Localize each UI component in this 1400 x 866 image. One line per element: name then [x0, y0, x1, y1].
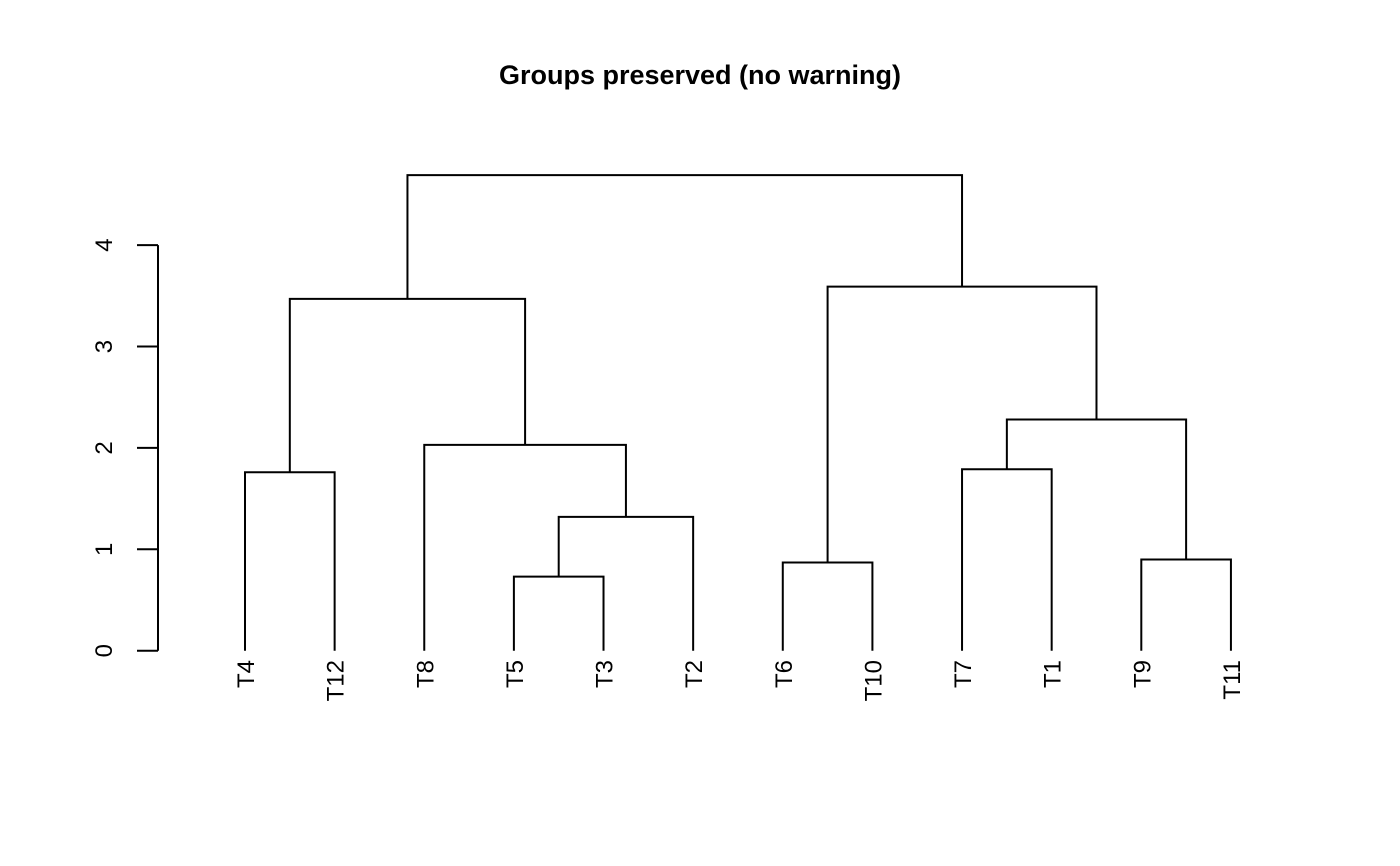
dendrogram-tree	[244, 174, 1232, 651]
y-tick-label: 0	[91, 644, 118, 657]
leaf-label: T10	[860, 660, 887, 701]
leaf-label: T2	[681, 660, 708, 688]
leaf-label: T1	[1040, 660, 1067, 688]
leaf-label: T9	[1129, 660, 1156, 688]
leaf-label: T12	[323, 660, 350, 701]
leaf-label: T3	[592, 660, 619, 688]
leaf-label: T11	[1219, 660, 1246, 700]
y-tick-label: 2	[91, 441, 118, 454]
chart-title: Groups preserved (no warning)	[498, 60, 902, 90]
y-tick-label: 3	[91, 340, 118, 353]
y-tick-label: 1	[91, 543, 118, 556]
leaf-label: T6	[771, 660, 798, 688]
y-axis	[137, 244, 159, 652]
leaf-label: T5	[502, 660, 529, 688]
y-tick-label: 4	[91, 238, 118, 251]
leaf-label: T8	[412, 660, 439, 688]
leaf-label: T4	[233, 660, 260, 688]
leaf-label: T7	[950, 660, 977, 688]
